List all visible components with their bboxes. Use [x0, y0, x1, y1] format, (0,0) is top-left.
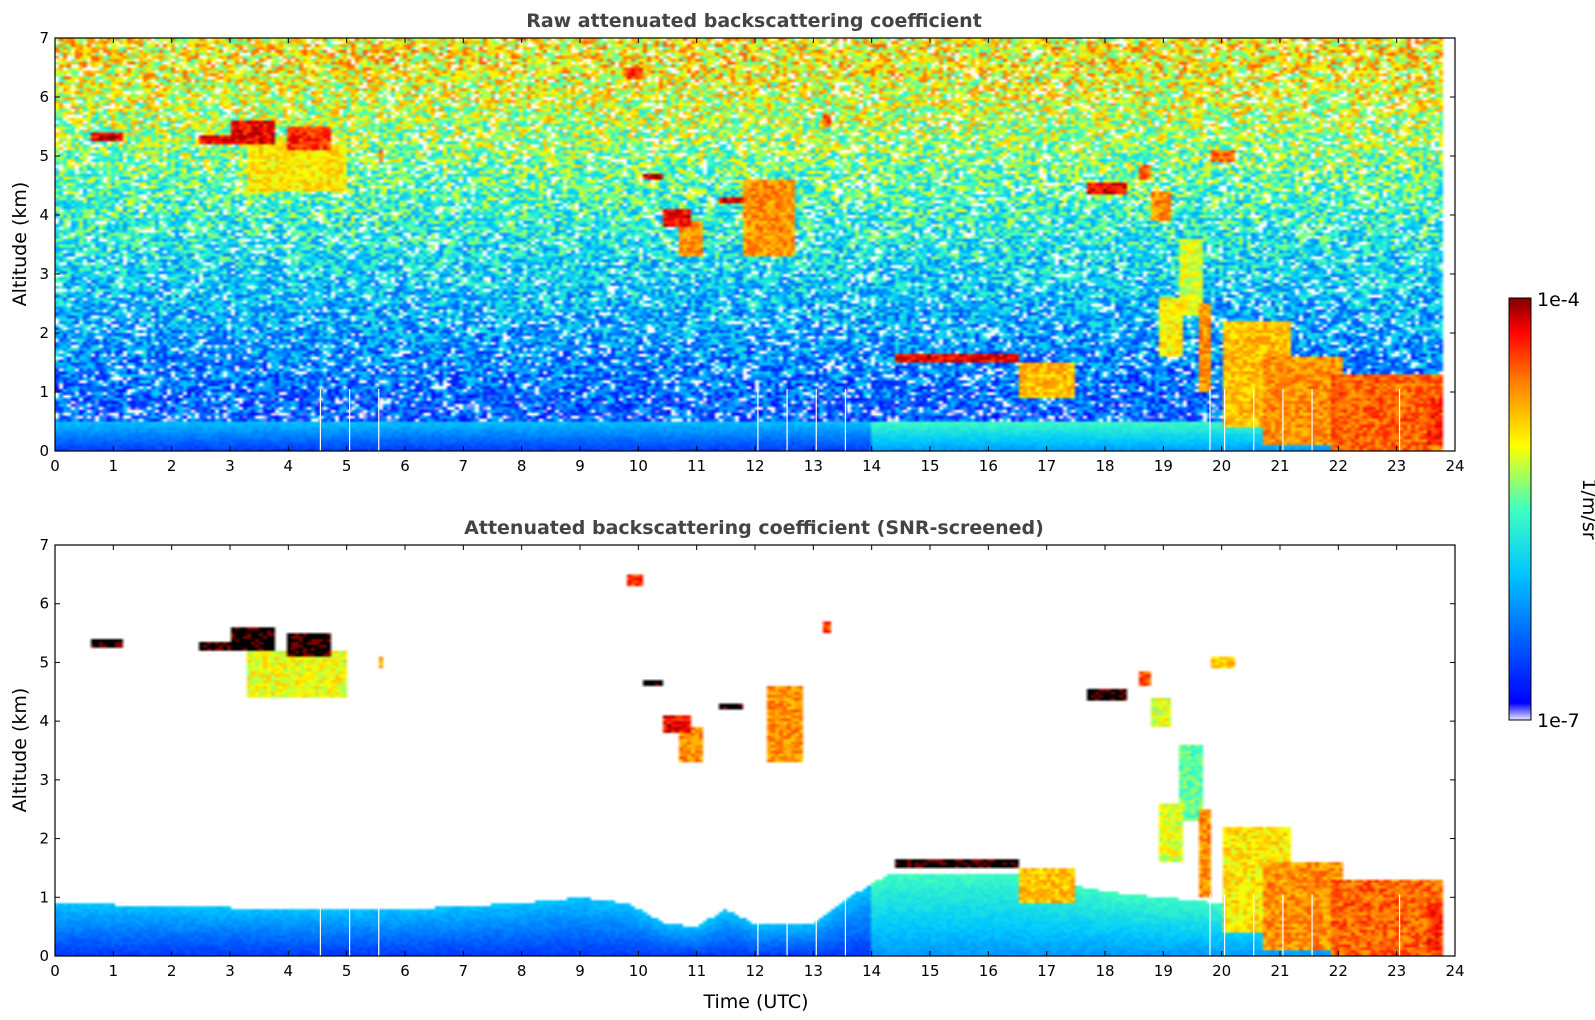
y-tick-label-raw-2: 2	[39, 324, 49, 342]
panel-title-raw: Raw attenuated backscattering coefficien…	[526, 10, 982, 32]
x-axis-label: Time (UTC)	[702, 991, 808, 1013]
x-tick-label-screened-7: 7	[459, 962, 469, 980]
x-tick-label-raw-4: 4	[284, 457, 294, 475]
x-tick-label-raw-15: 15	[920, 457, 939, 475]
heatmap-screened	[55, 545, 1455, 956]
x-tick-label-screened-23: 23	[1387, 962, 1406, 980]
heatmap-raw	[55, 38, 1455, 451]
x-tick-label-raw-17: 17	[1037, 457, 1056, 475]
x-tick-label-screened-16: 16	[979, 962, 998, 980]
heatmap-raster-raw	[55, 38, 1455, 451]
y-tick-label-screened-6: 6	[39, 595, 49, 613]
x-tick-label-raw-6: 6	[400, 457, 410, 475]
x-tick-label-raw-7: 7	[459, 457, 469, 475]
axis-ticks-screened: 0 1 2 3 4 5 6 7 8 9 10 11 12 13 14 15 16 17 18 19 20 21 22 23 24…	[39, 536, 1464, 980]
colorbar-max-label: 1e-4	[1537, 289, 1580, 311]
x-tick-label-raw-5: 5	[342, 457, 352, 475]
x-tick-label-screened-15: 15	[920, 962, 939, 980]
x-tick-label-screened-18: 18	[1095, 962, 1114, 980]
x-tick-label-screened-8: 8	[517, 962, 527, 980]
y-tick-label-screened-0: 0	[39, 947, 49, 965]
x-tick-label-screened-20: 20	[1212, 962, 1231, 980]
x-tick-label-raw-16: 16	[979, 457, 998, 475]
x-tick-label-raw-0: 0	[50, 457, 60, 475]
y-tick-label-raw-4: 4	[39, 206, 49, 224]
y-tick-label-screened-2: 2	[39, 830, 49, 848]
x-tick-label-screened-11: 11	[687, 962, 706, 980]
colorbar-unit-label: 1/m/sr	[1578, 478, 1595, 539]
y-tick-label-raw-1: 1	[39, 383, 49, 401]
x-tick-label-screened-13: 13	[804, 962, 823, 980]
x-tick-label-screened-17: 17	[1037, 962, 1056, 980]
y-tick-label-raw-5: 5	[39, 147, 49, 165]
y-tick-label-screened-4: 4	[39, 712, 49, 730]
x-tick-label-raw-22: 22	[1329, 457, 1348, 475]
gap-lines-screened	[319, 894, 1401, 956]
y-tick-label-raw-3: 3	[39, 265, 49, 283]
x-tick-label-screened-22: 22	[1329, 962, 1348, 980]
x-tick-label-raw-21: 21	[1270, 457, 1289, 475]
x-tick-label-raw-19: 19	[1154, 457, 1173, 475]
x-tick-label-screened-2: 2	[167, 962, 177, 980]
x-tick-label-screened-12: 12	[745, 962, 764, 980]
y-tick-label-screened-5: 5	[39, 653, 49, 671]
x-tick-label-screened-9: 9	[575, 962, 585, 980]
x-tick-label-raw-10: 10	[629, 457, 648, 475]
y-tick-label-raw-7: 7	[39, 29, 49, 47]
x-tick-label-raw-14: 14	[862, 457, 881, 475]
x-tick-label-screened-0: 0	[50, 962, 60, 980]
x-tick-label-screened-24: 24	[1445, 962, 1464, 980]
x-tick-label-screened-3: 3	[225, 962, 235, 980]
y-axis-label-screened: Altitude (km)	[9, 688, 31, 813]
x-tick-label-screened-10: 10	[629, 962, 648, 980]
heatmap-raster-screened	[55, 545, 1455, 956]
x-tick-label-raw-2: 2	[167, 457, 177, 475]
x-tick-label-raw-18: 18	[1095, 457, 1114, 475]
colorbar: 1e-4 1e-7 1/m/sr	[1508, 289, 1595, 732]
x-tick-label-raw-24: 24	[1445, 457, 1464, 475]
x-tick-label-screened-4: 4	[284, 962, 294, 980]
x-tick-label-raw-11: 11	[687, 457, 706, 475]
x-tick-label-raw-13: 13	[804, 457, 823, 475]
x-tick-label-screened-1: 1	[109, 962, 119, 980]
x-tick-label-raw-20: 20	[1212, 457, 1231, 475]
y-tick-label-screened-1: 1	[39, 888, 49, 906]
axis-ticks-raw: 0 1 2 3 4 5 6 7 8 9 10 11 12 13 14 15 16 17 18 19 20 21 22 23 24…	[39, 29, 1464, 475]
y-tick-label-raw-6: 6	[39, 88, 49, 106]
x-tick-label-raw-12: 12	[745, 457, 764, 475]
panel-title-screened: Attenuated backscattering coefficient (S…	[464, 517, 1044, 539]
y-axis-label-raw: Altitude (km)	[9, 182, 31, 307]
y-tick-label-raw-0: 0	[39, 442, 49, 460]
gap-lines-raw	[319, 389, 1401, 451]
x-tick-label-raw-9: 9	[575, 457, 585, 475]
colorbar-min-label: 1e-7	[1537, 710, 1580, 732]
x-tick-label-raw-8: 8	[517, 457, 527, 475]
x-tick-label-raw-1: 1	[109, 457, 119, 475]
colorbar-gradient	[1508, 297, 1532, 721]
x-tick-label-screened-14: 14	[862, 962, 881, 980]
x-tick-label-screened-21: 21	[1270, 962, 1289, 980]
x-tick-label-raw-23: 23	[1387, 457, 1406, 475]
y-tick-label-screened-7: 7	[39, 536, 49, 554]
x-tick-label-screened-6: 6	[400, 962, 410, 980]
x-tick-label-raw-3: 3	[225, 457, 235, 475]
y-tick-label-screened-3: 3	[39, 771, 49, 789]
x-tick-label-screened-19: 19	[1154, 962, 1173, 980]
x-tick-label-screened-5: 5	[342, 962, 352, 980]
